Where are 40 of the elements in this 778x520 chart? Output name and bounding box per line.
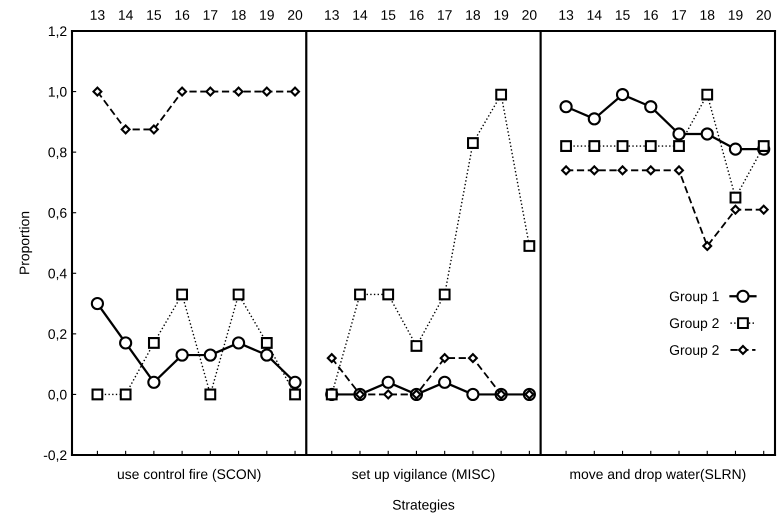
- y-tick-label: 0,2: [48, 329, 66, 341]
- x-tick-label: 16: [410, 10, 424, 20]
- x-tick-label: 20: [522, 10, 537, 20]
- legend-label: Group 2: [670, 345, 719, 358]
- x-tick-label: 14: [353, 10, 368, 20]
- y-axis-title: Proportion: [19, 212, 32, 274]
- x-tick-label: 13: [559, 10, 574, 20]
- legend-label: Group 1: [670, 291, 719, 304]
- x-tick-label: 15: [147, 10, 162, 20]
- x-axis-title: set up vigilance (MISC): [352, 468, 494, 482]
- x-tick-label: 15: [616, 10, 630, 20]
- x-tick-label: 18: [466, 10, 480, 20]
- x-tick-label: 13: [325, 10, 339, 20]
- y-tick-label: 1,2: [48, 26, 66, 38]
- x-tick-label: 18: [232, 10, 246, 20]
- x-axis-title: move and drop water(SLRN): [570, 468, 746, 482]
- y-tick-label: -0,2: [44, 450, 66, 462]
- x-tick-label: 17: [672, 10, 686, 20]
- x-tick-label: 13: [90, 10, 105, 20]
- x-tick-label: 15: [382, 10, 396, 20]
- x-tick-label: 17: [204, 10, 218, 20]
- y-tick-label: 0,0: [48, 390, 67, 402]
- y-tick-label: 0,4: [48, 268, 67, 280]
- x-tick-label: 20: [288, 10, 302, 20]
- x-tick-label: 16: [644, 10, 658, 20]
- x-tick-label: 14: [588, 10, 602, 20]
- x-tick-label: 16: [175, 10, 190, 20]
- y-tick-label: 0,8: [48, 147, 67, 159]
- x-tick-label: 20: [756, 10, 771, 20]
- x-tick-label: 19: [728, 10, 743, 20]
- x-tick-label: 19: [494, 10, 508, 20]
- x-tick-label: 19: [260, 10, 274, 20]
- text: Strategies: [392, 500, 454, 512]
- x-tick-label: 14: [118, 10, 133, 20]
- x-tick-label: 18: [700, 10, 714, 20]
- y-tick-label: 0,6: [48, 208, 67, 220]
- legend-label: Group 2: [670, 318, 719, 331]
- x-tick-label: 17: [438, 10, 452, 20]
- y-tick-label: 1,0: [48, 86, 67, 98]
- x-axis-title: use control fire (SCON): [118, 468, 260, 482]
